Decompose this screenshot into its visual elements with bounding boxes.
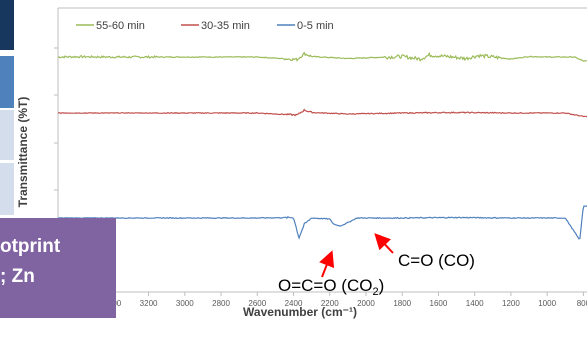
legend-label: 0-5 min — [297, 20, 334, 32]
side-block-light-2 — [0, 163, 14, 215]
annotation-co-label: C=O (CO) — [398, 251, 475, 270]
legend: 55-60 min 30-35 min 0-5 min — [76, 20, 334, 32]
x-tick-label: 1600 — [430, 299, 448, 308]
x-tick-label: 2000 — [357, 299, 375, 308]
overlay-caption-box: otprint ; Zn — [0, 218, 116, 318]
x-tick-label: 2800 — [212, 299, 230, 308]
side-block-mid — [0, 56, 14, 108]
x-tick-label: 800 — [577, 299, 587, 308]
x-tick-label: 1400 — [466, 299, 484, 308]
y-ticks — [54, 47, 58, 239]
annotation-arrow — [319, 250, 335, 278]
x-tick-label: 1200 — [502, 299, 520, 308]
plot-area — [57, 7, 587, 293]
side-block-light-1 — [0, 110, 14, 160]
annotations: C=O (CO) O=C=O (CO2) — [278, 233, 475, 298]
annotation-co2-label: O=C=O (CO2) — [278, 276, 384, 298]
x-tick-label: 2200 — [321, 299, 339, 308]
x-axis-label: Wavenumber (cm⁻¹) — [243, 305, 357, 319]
annotation-arrow — [374, 233, 394, 254]
x-tick-label: 1800 — [393, 299, 411, 308]
x-tick-label: 3200 — [140, 299, 158, 308]
legend-label: 55-60 min — [96, 20, 145, 32]
series-line — [57, 108, 587, 118]
x-tick-label: 2400 — [285, 299, 303, 308]
side-block-dark — [0, 0, 14, 50]
overlay-line-1: otprint — [0, 236, 61, 257]
series-lines — [57, 51, 587, 240]
x-tick-label: 1000 — [538, 299, 556, 308]
y-axis-label: Transmittance (%T) — [16, 97, 30, 208]
legend-label: 30-35 min — [201, 20, 250, 32]
series-line — [57, 205, 587, 240]
series-line — [57, 51, 587, 62]
x-tick-label: 2600 — [248, 299, 266, 308]
overlay-line-2: ; Zn — [0, 266, 35, 287]
x-tick-label: 3000 — [176, 299, 194, 308]
